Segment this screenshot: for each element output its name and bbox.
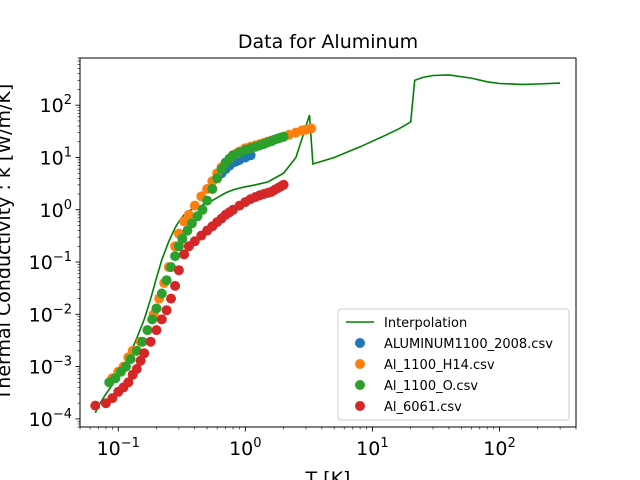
data-point (306, 123, 317, 134)
legend-marker (355, 359, 365, 369)
data-point (156, 314, 167, 325)
legend-label: Interpolation (384, 316, 467, 331)
legend-label: Al_1100_O.csv (384, 379, 478, 394)
legend-marker (355, 380, 365, 390)
data-point (166, 262, 176, 273)
x-tick-label: 10−1 (97, 436, 140, 460)
legend-label: ALUMINUM1100_2008.csv (384, 337, 553, 352)
data-point (161, 275, 172, 286)
y-tick-label: 100 (40, 198, 72, 222)
data-point (212, 173, 223, 184)
data-point (131, 364, 142, 374)
x-axis-label: T [K] (305, 468, 351, 480)
data-point (142, 325, 153, 336)
plot-frame (79, 57, 577, 428)
y-tick-label: 102 (40, 93, 72, 117)
data-point (156, 288, 167, 299)
data-point (170, 251, 181, 262)
chart-title: Data for Aluminum (238, 31, 418, 53)
data-point (139, 348, 150, 359)
data-point (107, 393, 118, 404)
data-point (151, 325, 162, 336)
data-point (177, 233, 188, 244)
data-point (135, 355, 146, 366)
data-point (170, 280, 181, 291)
y-tick-label: 101 (40, 145, 72, 169)
data-point (147, 314, 158, 325)
legend-box (337, 308, 570, 421)
interpolation-line (94, 74, 561, 414)
data-point (90, 400, 101, 411)
data-point (173, 241, 184, 252)
data-point (121, 361, 131, 372)
data-point (123, 377, 134, 388)
x-axis: 10−1 100 101 102 (79, 427, 577, 460)
legend-label: Al_1100_H14.csv (384, 358, 495, 373)
data-point (197, 204, 208, 215)
y-tick-label: 10−4 (29, 407, 72, 431)
data-point (125, 354, 136, 364)
legend-marker (355, 401, 365, 411)
data-point (166, 293, 176, 304)
data-point (278, 179, 289, 190)
y-tick-label: 10−3 (29, 355, 72, 379)
x-tick-label: 100 (229, 436, 261, 460)
data-point (207, 184, 218, 194)
legend-label: Al_6061.csv (384, 400, 462, 415)
data-point (151, 303, 162, 314)
data-point (202, 195, 213, 206)
x-tick-label: 102 (483, 436, 515, 460)
data-point (189, 200, 200, 211)
legend: Interpolation ALUMINUM1100_2008.csv Al_110… (337, 308, 570, 421)
y-tick-label: 10−2 (29, 302, 72, 326)
y-axis: 10−4 10−3 10−2 10−1 100 101 102 (29, 57, 80, 431)
data-point (137, 336, 148, 347)
data-point (145, 336, 156, 347)
data-point (278, 131, 289, 142)
data-point (161, 305, 172, 316)
data-point (182, 225, 193, 236)
data-point (189, 236, 200, 247)
data-point (179, 249, 190, 260)
y-tick-label: 10−1 (29, 250, 72, 274)
series-3 (104, 131, 289, 388)
x-tick-label: 101 (356, 436, 388, 460)
data-point (186, 218, 197, 229)
series-4 (90, 179, 289, 411)
y-axis-label: Thermal Conductivity : k [W/m/K] (0, 84, 15, 402)
data-point (173, 265, 184, 276)
data-point (183, 209, 194, 220)
legend-marker (355, 338, 365, 348)
